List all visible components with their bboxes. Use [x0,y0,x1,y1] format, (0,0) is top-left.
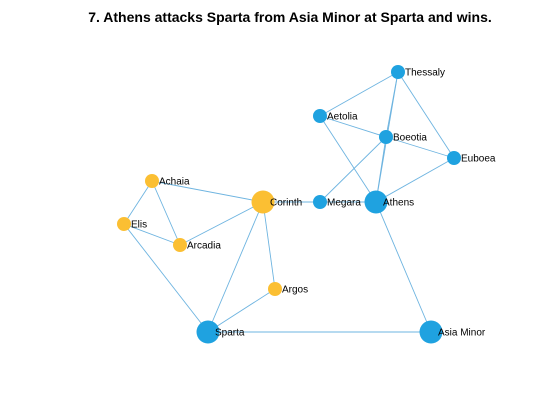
edge-euboea-athens [375,157,455,203]
node-label-thessaly: Thessaly [405,68,445,79]
node-label-achaia: Achaia [159,177,190,188]
node-label-aetolia: Aetolia [327,112,358,123]
node-label-elis: Elis [131,220,147,231]
node-arcadia [173,238,187,252]
node-achaia [145,174,159,188]
edge-corinth-arcadia [179,201,264,246]
node-boeotia [379,130,393,144]
edge-sparta-elis [123,223,209,333]
node-label-megara: Megara [327,198,361,209]
edge-achaia-arcadia [151,180,181,246]
edge-sparta-argos [207,288,276,333]
edge-boeotia-megara [319,136,387,203]
node-label-asia-minor: Asia Minor [438,328,486,339]
edge-athens-asiaminor [375,201,432,333]
node-label-athens: Athens [383,198,414,209]
edge-thessaly-aetolia [319,71,399,117]
node-argos [268,282,282,296]
edge-elis-arcadia [123,223,181,246]
node-elis [117,217,131,231]
node-athens [364,190,388,214]
node-corinth [251,190,275,214]
edge-corinth-achaia [151,180,264,203]
edge-achaia-elis [123,180,153,225]
node-megara [313,195,327,209]
edge-aetolia-athens [319,115,377,203]
node-euboea [447,151,461,165]
chart-title: 7. Athens attacks Sparta from Asia Minor… [88,9,492,25]
edge-corinth-argos [262,201,276,290]
node-aetolia [313,109,327,123]
node-label-corinth: Corinth [270,198,302,209]
node-label-arcadia: Arcadia [187,241,221,252]
node-label-boeotia: Boeotia [393,133,427,144]
node-label-argos: Argos [282,285,308,296]
node-label-euboea: Euboea [461,154,496,165]
edge-aetolia-boeotia [319,115,387,138]
node-layer: Thessaly Aetolia Boeotia Euboea Megara Athens… [117,65,496,344]
edge-thessaly-euboea [397,71,455,159]
edge-sparta-corinth [207,201,264,333]
node-thessaly [391,65,405,79]
edge-boeotia-euboea [385,136,455,159]
node-label-sparta: Sparta [215,328,245,339]
node-asia-minor [419,320,443,344]
node-sparta [196,320,220,344]
